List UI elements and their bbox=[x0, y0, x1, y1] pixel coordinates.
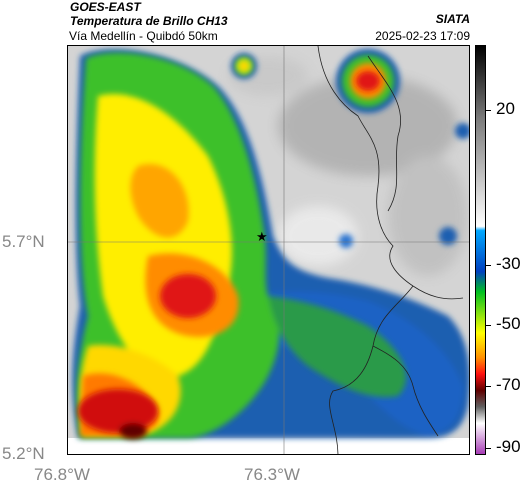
channel-subtitle: Temperatura de Brillo CH13 bbox=[70, 14, 228, 28]
product-title: GOES-EAST bbox=[70, 0, 141, 14]
colorbar-label: -70 bbox=[496, 375, 521, 394]
colorbar-tick bbox=[486, 448, 491, 449]
brightness-temperature-field bbox=[68, 46, 469, 454]
latitude-label: 5.2°N bbox=[2, 444, 45, 463]
longitude-label: 76.8°W bbox=[34, 465, 90, 484]
colorbar-tick bbox=[486, 110, 491, 111]
colorbar-tick bbox=[486, 265, 491, 266]
location-label: Vía Medellín - Quibdó 50km bbox=[69, 29, 218, 43]
satellite-map[interactable]: ★ bbox=[67, 45, 470, 455]
timestamp-label: 2025-02-23 17:09 bbox=[375, 29, 470, 43]
colorbar-label: 20 bbox=[496, 99, 515, 118]
colorbar bbox=[475, 45, 486, 455]
organization-label: SIATA bbox=[435, 12, 470, 26]
colorbar-label: -90 bbox=[496, 437, 521, 456]
star-icon: ★ bbox=[256, 229, 268, 244]
longitude-label: 76.3°W bbox=[244, 465, 300, 484]
colorbar-label: -50 bbox=[496, 314, 521, 333]
latitude-label: 5.7°N bbox=[2, 232, 45, 251]
colorbar-tick bbox=[486, 386, 491, 387]
colorbar-tick bbox=[486, 325, 491, 326]
colorbar-label: -30 bbox=[496, 254, 521, 273]
